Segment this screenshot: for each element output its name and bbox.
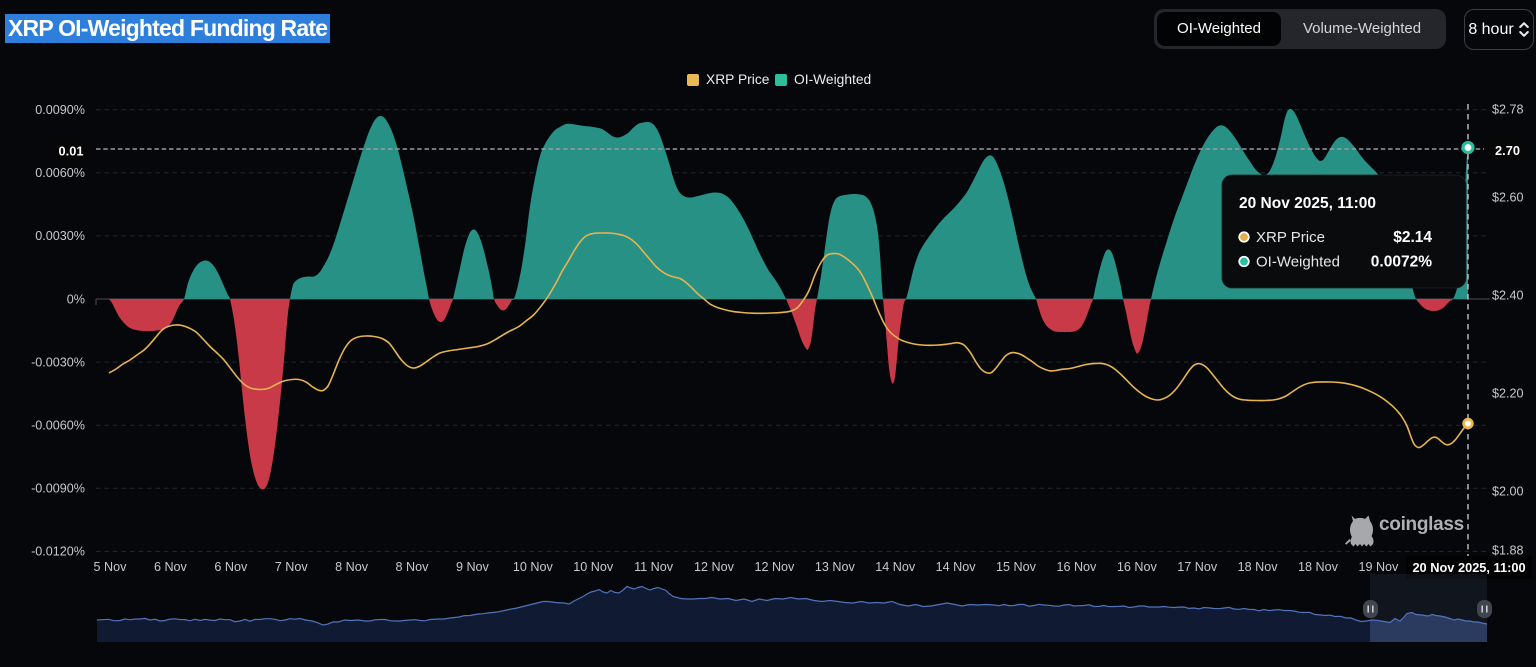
svg-text:OI-Weighted: OI-Weighted bbox=[1256, 254, 1340, 271]
svg-text:20 Nov 2025, 11:00: 20 Nov 2025, 11:00 bbox=[1239, 195, 1376, 212]
svg-text:20 Nov 2025, 11:00: 20 Nov 2025, 11:00 bbox=[1412, 560, 1525, 575]
svg-text:14 Nov: 14 Nov bbox=[875, 560, 916, 574]
svg-text:12 Nov: 12 Nov bbox=[694, 560, 735, 574]
svg-text:16 Nov: 16 Nov bbox=[1056, 560, 1097, 574]
svg-text:5 Nov: 5 Nov bbox=[94, 560, 128, 574]
svg-text:0.0060%: 0.0060% bbox=[35, 166, 85, 180]
svg-text:$2.20: $2.20 bbox=[1492, 386, 1524, 400]
svg-text:14 Nov: 14 Nov bbox=[936, 560, 977, 574]
svg-text:18 Nov: 18 Nov bbox=[1298, 560, 1339, 574]
svg-text:coinglass: coinglass bbox=[1379, 514, 1464, 535]
svg-text:19 Nov: 19 Nov bbox=[1358, 560, 1399, 574]
svg-text:0.0072%: 0.0072% bbox=[1371, 254, 1432, 271]
svg-text:10 Nov: 10 Nov bbox=[513, 560, 554, 574]
svg-text:-0.0030%: -0.0030% bbox=[31, 355, 85, 369]
svg-text:0%: 0% bbox=[67, 292, 85, 306]
svg-text:9 Nov: 9 Nov bbox=[456, 560, 490, 574]
svg-text:7 Nov: 7 Nov bbox=[275, 560, 309, 574]
svg-text:6 Nov: 6 Nov bbox=[214, 560, 248, 574]
svg-text:16 Nov: 16 Nov bbox=[1117, 560, 1158, 574]
svg-text:0.0030%: 0.0030% bbox=[35, 229, 85, 243]
svg-text:$2.60: $2.60 bbox=[1492, 190, 1524, 204]
svg-text:2.70: 2.70 bbox=[1495, 143, 1520, 158]
svg-text:18 Nov: 18 Nov bbox=[1238, 560, 1279, 574]
svg-text:-0.0090%: -0.0090% bbox=[31, 482, 85, 496]
svg-text:8 Nov: 8 Nov bbox=[335, 560, 369, 574]
svg-text:0.0090%: 0.0090% bbox=[35, 103, 85, 117]
svg-text:17 Nov: 17 Nov bbox=[1177, 560, 1218, 574]
svg-text:11 Nov: 11 Nov bbox=[634, 560, 674, 574]
svg-text:$2.78: $2.78 bbox=[1492, 102, 1524, 116]
svg-text:13 Nov: 13 Nov bbox=[815, 560, 856, 574]
svg-text:6 Nov: 6 Nov bbox=[154, 560, 188, 574]
svg-text:15 Nov: 15 Nov bbox=[996, 560, 1037, 574]
svg-text:0.01: 0.01 bbox=[59, 144, 84, 159]
svg-text:-0.0120%: -0.0120% bbox=[31, 545, 85, 559]
svg-text:$1.88: $1.88 bbox=[1492, 543, 1524, 557]
svg-text:$2.14: $2.14 bbox=[1393, 229, 1432, 246]
svg-text:10 Nov: 10 Nov bbox=[573, 560, 614, 574]
svg-text:$2.00: $2.00 bbox=[1492, 484, 1524, 498]
svg-text:-0.0060%: -0.0060% bbox=[31, 419, 85, 433]
svg-text:XRP Price: XRP Price bbox=[1256, 229, 1325, 246]
svg-text:12 Nov: 12 Nov bbox=[754, 560, 795, 574]
svg-text:$2.40: $2.40 bbox=[1492, 288, 1524, 302]
svg-text:8 Nov: 8 Nov bbox=[396, 560, 430, 574]
